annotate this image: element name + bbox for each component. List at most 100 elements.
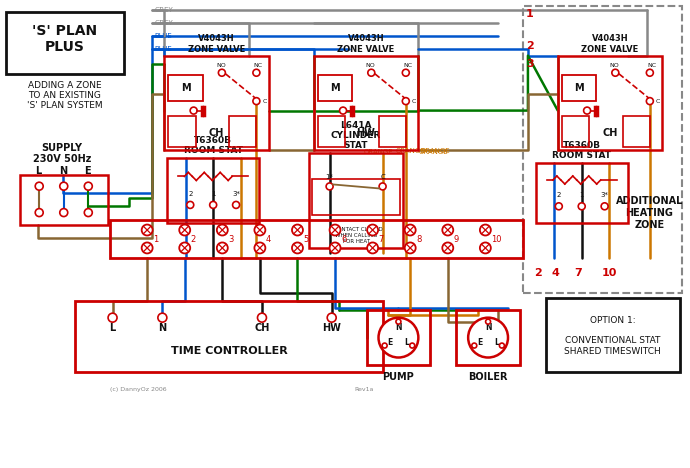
Circle shape [612,69,619,76]
Text: T6360B
ROOM STAT: T6360B ROOM STAT [184,136,243,155]
Circle shape [190,107,197,114]
Text: E: E [387,338,393,347]
Text: GREY: GREY [155,7,173,13]
Text: M: M [574,83,584,93]
Text: CH: CH [255,322,270,333]
Bar [379,116,406,147]
Text: M: M [331,83,339,93]
Text: 3: 3 [526,58,533,69]
Bar [309,154,404,248]
Text: HW: HW [357,128,375,139]
Circle shape [647,98,653,105]
Text: Rev1a: Rev1a [354,387,373,392]
Text: L641A
CYLINDER
STAT: L641A CYLINDER STAT [331,121,381,150]
Circle shape [442,242,453,254]
Text: N: N [59,166,67,176]
Text: E: E [477,338,482,347]
Text: 7: 7 [574,268,582,278]
Text: V4043H
ZONE VALVE: V4043H ZONE VALVE [582,34,639,54]
Bar [110,220,523,258]
Text: 2: 2 [190,235,196,244]
Bar [456,310,520,366]
Bar [312,179,400,215]
Circle shape [257,313,266,322]
Circle shape [326,183,333,190]
Circle shape [379,183,386,190]
Text: 3*: 3* [232,191,240,197]
Text: 1: 1 [211,191,215,197]
Text: HW: HW [322,322,341,333]
Text: T6360B
ROOM STAT: T6360B ROOM STAT [552,141,611,160]
Text: ORANGE: ORANGE [418,149,448,155]
Circle shape [84,182,92,190]
Text: L: L [110,322,116,333]
Text: 5: 5 [304,235,308,244]
Text: 9: 9 [454,235,459,244]
Text: V4043H
ZONE VALVE: V4043H ZONE VALVE [188,34,245,54]
Bar [314,56,418,150]
Bar [164,56,269,150]
Text: C: C [262,99,267,103]
Circle shape [233,201,239,208]
Text: 1*: 1* [326,175,333,181]
Bar [20,175,108,225]
Text: NO: NO [609,63,619,68]
Text: 6: 6 [341,235,346,244]
Text: BLUE: BLUE [155,46,172,52]
Text: 2: 2 [557,192,561,198]
Bar [168,116,195,147]
Circle shape [442,225,453,235]
Circle shape [480,225,491,235]
Circle shape [578,203,585,210]
Circle shape [396,319,401,324]
Circle shape [330,242,341,254]
Text: SUPPLY
230V 50Hz: SUPPLY 230V 50Hz [32,143,91,164]
Text: BLUE: BLUE [155,33,172,39]
Text: N: N [485,323,491,332]
Text: M: M [181,83,190,93]
Circle shape [584,107,591,114]
Circle shape [255,242,266,254]
Text: L: L [34,166,41,176]
Text: ADDING A ZONE
TO AN EXISTING
'S' PLAN SYSTEM: ADDING A ZONE TO AN EXISTING 'S' PLAN SY… [27,80,103,110]
Circle shape [141,225,152,235]
Text: 8: 8 [416,235,422,244]
Text: NC: NC [647,63,656,68]
Text: 3: 3 [228,235,234,244]
Text: (c) DannyOz 2006: (c) DannyOz 2006 [110,387,166,392]
Text: V4043H
ZONE VALVE: V4043H ZONE VALVE [337,34,395,54]
Bar [75,301,384,373]
Circle shape [405,242,415,254]
Bar [6,12,124,73]
Text: 4: 4 [552,268,560,278]
Text: E: E [84,166,91,176]
Text: NO: NO [366,63,375,68]
Circle shape [410,343,415,348]
Text: ORANGE: ORANGE [364,149,393,155]
Text: 2: 2 [534,268,542,278]
Circle shape [255,225,266,235]
Bar [536,163,627,223]
Circle shape [158,313,167,322]
Text: ORANGE: ORANGE [421,148,451,154]
Circle shape [35,209,43,217]
Text: 'S' PLAN
PLUS: 'S' PLAN PLUS [32,24,97,54]
Circle shape [219,69,226,76]
Circle shape [292,242,303,254]
Bar [229,116,257,147]
Circle shape [647,69,653,76]
Circle shape [601,203,608,210]
Text: NO: NO [216,63,226,68]
Text: BOILER: BOILER [469,373,508,382]
Text: C: C [656,99,660,103]
Circle shape [60,182,68,190]
Circle shape [402,69,409,76]
Circle shape [179,242,190,254]
Text: PUMP: PUMP [382,373,414,382]
Text: L: L [494,338,499,347]
Circle shape [405,225,415,235]
Circle shape [217,225,228,235]
Bar [622,116,650,147]
Bar [366,310,431,366]
Circle shape [468,318,508,358]
